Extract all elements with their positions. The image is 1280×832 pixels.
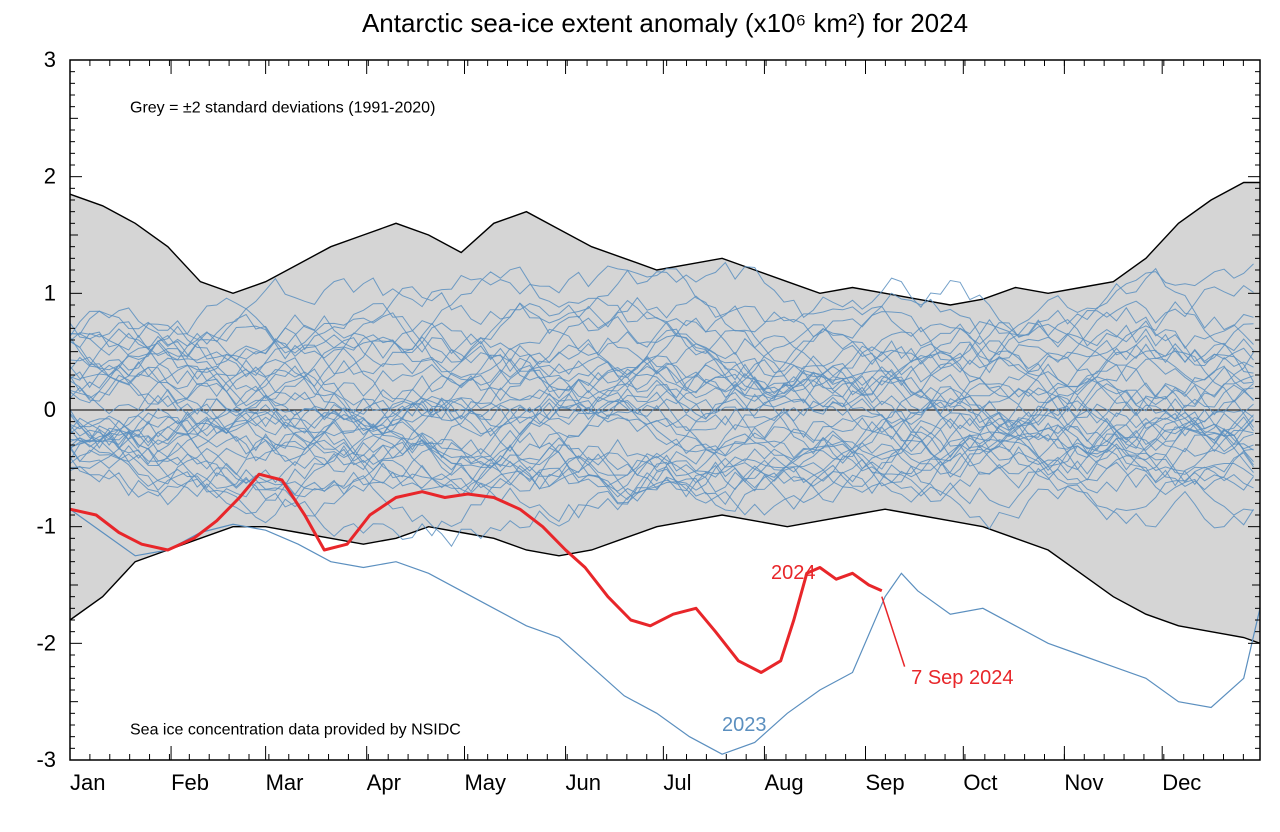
label-2023: 2023 — [722, 714, 767, 736]
x-tick-label: Jan — [70, 770, 105, 795]
chart-canvas: Antarctic sea-ice extent anomaly (x10⁶ k… — [0, 0, 1280, 832]
label-2024: 2024 — [771, 562, 816, 584]
note-bottom: Sea ice concentration data provided by N… — [130, 721, 461, 738]
y-tick-label: -3 — [36, 747, 56, 772]
x-tick-label: Mar — [266, 770, 304, 795]
x-tick-label: Nov — [1064, 770, 1103, 795]
x-tick-label: Apr — [367, 770, 401, 795]
y-tick-label: 3 — [44, 47, 56, 72]
label-marker-date: 7 Sep 2024 — [911, 667, 1013, 689]
y-tick-label: 2 — [44, 164, 56, 189]
x-tick-label: Jun — [566, 770, 601, 795]
x-tick-label: Sep — [866, 770, 905, 795]
y-tick-label: -2 — [36, 630, 56, 655]
x-tick-label: Aug — [764, 770, 803, 795]
y-tick-label: 1 — [44, 280, 56, 305]
x-tick-label: Dec — [1162, 770, 1201, 795]
x-tick-label: May — [464, 770, 506, 795]
note-top: Grey = ±2 standard deviations (1991-2020… — [130, 100, 435, 117]
y-tick-label: -1 — [36, 514, 56, 539]
chart-title: Antarctic sea-ice extent anomaly (x10⁶ k… — [362, 8, 968, 38]
marker-leader — [882, 597, 905, 667]
x-tick-label: Oct — [963, 770, 997, 795]
y-tick-label: 0 — [44, 397, 56, 422]
x-tick-label: Feb — [171, 770, 209, 795]
x-tick-label: Jul — [663, 770, 691, 795]
